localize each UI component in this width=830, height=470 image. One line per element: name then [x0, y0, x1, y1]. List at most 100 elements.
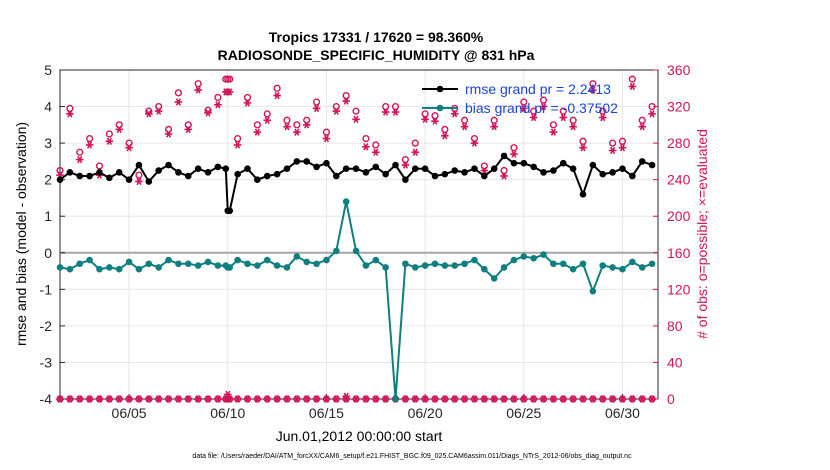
bias-point — [214, 262, 222, 269]
rmse-line-segment — [582, 164, 594, 195]
obs-evaluated-point — [174, 98, 183, 106]
obs-evaluated-point — [164, 130, 173, 138]
obs-baseline-evaluated-point — [312, 395, 321, 403]
obs-baseline-evaluated-point — [164, 395, 173, 403]
obs-possible-point — [421, 110, 429, 118]
rmse-point — [510, 159, 518, 167]
obs-baseline-evaluated-point — [401, 395, 410, 403]
obs-baseline-evaluated-point — [135, 395, 143, 403]
bias-line-segment — [394, 263, 407, 400]
obs-baseline-evaluated-point — [204, 395, 212, 403]
obs-evaluated-point — [125, 143, 133, 152]
obs-possible-point — [648, 102, 656, 111]
obs-possible-point — [362, 134, 370, 143]
obs-baseline-evaluated-point — [470, 395, 479, 403]
obs-possible-point — [253, 121, 261, 129]
rmse-point — [382, 170, 389, 178]
y-axis-right-label: # of obs: o=possible; ×=evaluated — [694, 129, 710, 339]
rmse-point — [323, 159, 330, 167]
obs-possible-point — [283, 116, 291, 124]
rmse-point — [540, 169, 547, 176]
rmse-point — [352, 165, 360, 172]
rmse-point — [184, 172, 192, 180]
y-tick-label: -2 — [40, 318, 53, 334]
rmse-point — [648, 161, 656, 169]
bias-point — [421, 262, 429, 269]
bias-point — [155, 264, 162, 271]
obs-possible-point — [460, 116, 469, 124]
bias-point — [569, 265, 577, 273]
obs-possible-point — [263, 110, 271, 118]
rmse-point — [273, 170, 281, 178]
obs-evaluated-point — [618, 143, 627, 152]
rmse-point — [226, 207, 234, 215]
obs-baseline-evaluated-point — [608, 395, 617, 403]
obs-possible-point — [589, 80, 597, 88]
obs-possible-point — [530, 107, 538, 115]
obs-possible-point — [569, 116, 577, 124]
obs-evaluated-point — [598, 113, 607, 122]
obs-possible-point — [599, 107, 607, 115]
bias-point — [106, 264, 113, 271]
obs-evaluated-point — [638, 122, 647, 131]
rmse-point — [333, 172, 340, 180]
legend: rmse grand pr = 2.2413 bias grand pr = -… — [422, 81, 618, 116]
bias-point — [490, 275, 498, 282]
rmse-point — [372, 163, 380, 171]
obs-possible-point — [342, 91, 350, 100]
obs-possible-point — [312, 98, 321, 106]
bias-point — [194, 262, 202, 269]
obs-baseline-evaluated-point — [194, 395, 202, 403]
rmse-point — [461, 169, 468, 176]
y2-tick-label: 0 — [667, 391, 675, 407]
y2-tick-label: 40 — [667, 354, 683, 370]
obs-possible-point — [243, 93, 252, 102]
bias-point — [471, 256, 478, 264]
obs-possible-point — [86, 134, 94, 143]
bias-point — [431, 260, 439, 268]
bias-point — [500, 264, 508, 271]
rmse-point — [609, 169, 616, 176]
bias-line-segment — [335, 201, 348, 252]
rmse-point — [214, 163, 222, 171]
obs-baseline-evaluated-point — [460, 395, 469, 403]
obs-possible-point — [618, 137, 627, 145]
bias-point — [559, 260, 567, 268]
rmse-point — [155, 167, 162, 174]
bias-point — [402, 260, 409, 268]
y-tick-label: 5 — [44, 62, 52, 78]
obs-possible-point — [539, 96, 548, 104]
obs-evaluated-point — [450, 110, 459, 118]
rmse-point — [392, 161, 399, 169]
obs-baseline-evaluated-point — [273, 395, 281, 403]
bias-point — [540, 251, 547, 258]
rmse-point — [145, 178, 153, 185]
obs-possible-point — [441, 125, 449, 134]
rmse-point — [283, 165, 291, 172]
rmse-point — [451, 167, 459, 174]
chart-subtitle: RADIOSONDE_SPECIFIC_HUMIDITY @ 831 hPa — [218, 47, 535, 63]
obs-evaluated-point — [421, 115, 429, 124]
rmse-point — [471, 165, 478, 172]
bias-point — [392, 395, 399, 403]
obs-evaluated-point — [352, 115, 360, 124]
obs-evaluated-point — [431, 117, 439, 125]
legend-bias-marker — [436, 104, 444, 112]
bias-series — [56, 198, 656, 403]
obs-baseline-evaluated-point — [519, 395, 528, 403]
obs-possible-point — [226, 75, 234, 83]
bias-point — [589, 287, 597, 295]
obs-evaluated-point — [225, 88, 234, 96]
x-axis: 06/05 06/10 06/15 06/20 06/25 06/30 — [112, 394, 640, 421]
obs-baseline-evaluated-point — [184, 395, 193, 403]
x-tick-label: 06/30 — [605, 405, 640, 421]
obs-possible-point — [76, 148, 84, 156]
obs-baseline-evaluated-point — [510, 395, 518, 403]
obs-possible-point — [164, 125, 173, 134]
bias-point — [411, 264, 419, 271]
obs-evaluated-point — [75, 155, 84, 164]
obs-evaluated-point — [263, 116, 272, 124]
obs-possible-point — [520, 98, 528, 106]
obs-baseline-evaluated-point — [66, 395, 74, 403]
bias-point — [451, 262, 459, 269]
